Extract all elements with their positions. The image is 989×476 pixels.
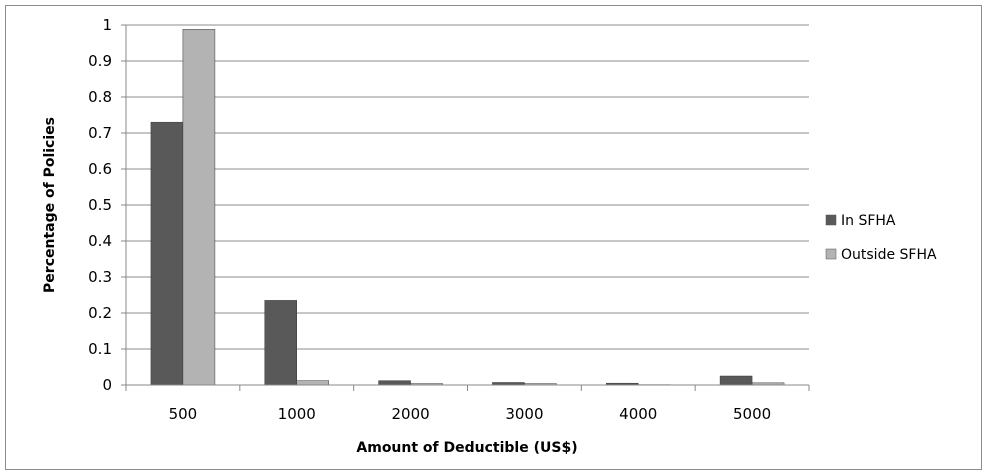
x-tick-label: 5000 bbox=[733, 405, 771, 423]
legend-swatch bbox=[825, 214, 837, 226]
y-tick-label: 0.4 bbox=[88, 232, 112, 250]
y-tick-label: 0.3 bbox=[88, 268, 112, 286]
bar-in-sfha-2000 bbox=[378, 380, 411, 386]
y-tick-label: 0.8 bbox=[88, 88, 112, 106]
x-tick-label: 2000 bbox=[391, 405, 429, 423]
bar-in-sfha-1000 bbox=[264, 300, 297, 386]
legend-swatch bbox=[825, 248, 837, 260]
y-tick-label: 0.2 bbox=[88, 304, 112, 322]
y-tick-label: 0.5 bbox=[88, 196, 112, 214]
bar-in-sfha-500 bbox=[150, 121, 184, 386]
legend-label: Outside SFHA bbox=[841, 247, 937, 263]
y-tick-labels: 0 0.1 0.2 0.3 0.4 0.5 0.6 0.7 0.8 0.9 1 bbox=[88, 16, 126, 394]
x-tick-label: 3000 bbox=[505, 405, 543, 423]
x-tick-label: 500 bbox=[169, 405, 198, 423]
bar-outside-sfha-1000 bbox=[296, 380, 329, 386]
bars bbox=[150, 29, 785, 386]
y-tick-label: 0.1 bbox=[88, 340, 112, 358]
y-tick-label: 1 bbox=[102, 16, 112, 34]
gridlines bbox=[126, 24, 809, 350]
x-tick-label: 4000 bbox=[619, 405, 657, 423]
x-tick-label: 1000 bbox=[278, 405, 316, 423]
y-tick-label: 0.6 bbox=[88, 160, 112, 178]
bar-outside-sfha-500 bbox=[182, 29, 216, 386]
bar-in-sfha-5000 bbox=[719, 375, 753, 386]
x-tick-labels: 500 1000 2000 3000 4000 5000 bbox=[125, 385, 810, 423]
y-tick-label: 0.7 bbox=[88, 124, 112, 142]
y-axis-title: Percentage of Policies bbox=[42, 117, 58, 293]
y-tick-label: 0.9 bbox=[88, 52, 112, 70]
y-tick-label: 0 bbox=[102, 376, 112, 394]
legend: In SFHA Outside SFHA bbox=[825, 213, 937, 263]
legend-label: In SFHA bbox=[841, 213, 896, 229]
x-axis-title: Amount of Deductible (US$) bbox=[356, 440, 577, 456]
